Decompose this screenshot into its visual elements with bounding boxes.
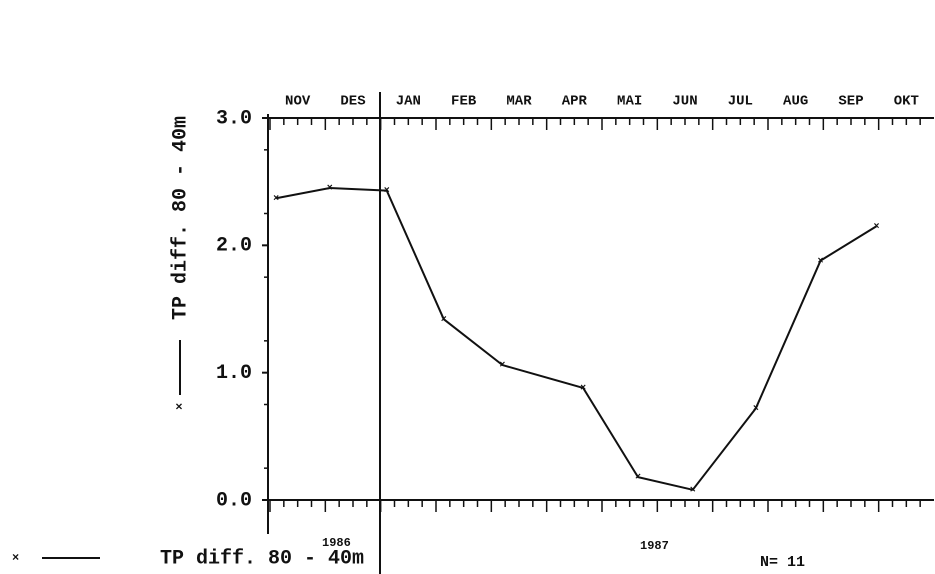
y-tick-label: 2.0 xyxy=(216,235,252,258)
x-tick-label: SEP xyxy=(838,94,863,110)
y-label-text: TP diff. 80 - 40m xyxy=(169,116,192,320)
x-tick-label: OKT xyxy=(894,94,919,110)
y-axis-label: × TP diff. 80 - 40m xyxy=(169,116,192,410)
data-line xyxy=(275,187,877,491)
y-tick-label: 0.0 xyxy=(216,489,252,512)
x-tick-label: JUN xyxy=(672,94,697,110)
annotation: N= 11 xyxy=(760,554,805,571)
x-tick-label: FEB xyxy=(451,94,477,110)
data-point: × xyxy=(635,473,641,484)
x-tick-label: DES xyxy=(340,94,365,110)
data-point: × xyxy=(273,194,279,205)
data-point: × xyxy=(499,361,505,372)
data-point: × xyxy=(690,485,696,496)
data-point: × xyxy=(753,404,759,415)
year-label: 1987 xyxy=(640,539,669,553)
year-label: 1986 xyxy=(322,536,351,550)
marker-symbol: × xyxy=(12,551,19,565)
y-tick-label: 3.0 xyxy=(216,107,252,130)
data-point: × xyxy=(327,184,333,195)
marker-symbol: × xyxy=(173,403,187,410)
x-tick-label: APR xyxy=(562,94,588,110)
x-tick-label: JAN xyxy=(396,94,421,110)
data-point: × xyxy=(580,384,586,395)
x-tick-label: AUG xyxy=(783,94,808,110)
x-tick-label: JUL xyxy=(728,94,753,110)
legend: × TP diff. 80 - 40m xyxy=(12,547,364,570)
data-point: × xyxy=(818,256,824,267)
legend-text: TP diff. 80 - 40m xyxy=(160,547,364,570)
data-point: × xyxy=(384,186,390,197)
y-tick-label: 1.0 xyxy=(216,362,252,385)
x-tick-label: MAR xyxy=(506,94,532,110)
data-point: × xyxy=(441,315,447,326)
x-tick-label: NOV xyxy=(285,94,311,110)
data-point: × xyxy=(873,222,879,233)
x-tick-label: MAI xyxy=(617,94,642,110)
